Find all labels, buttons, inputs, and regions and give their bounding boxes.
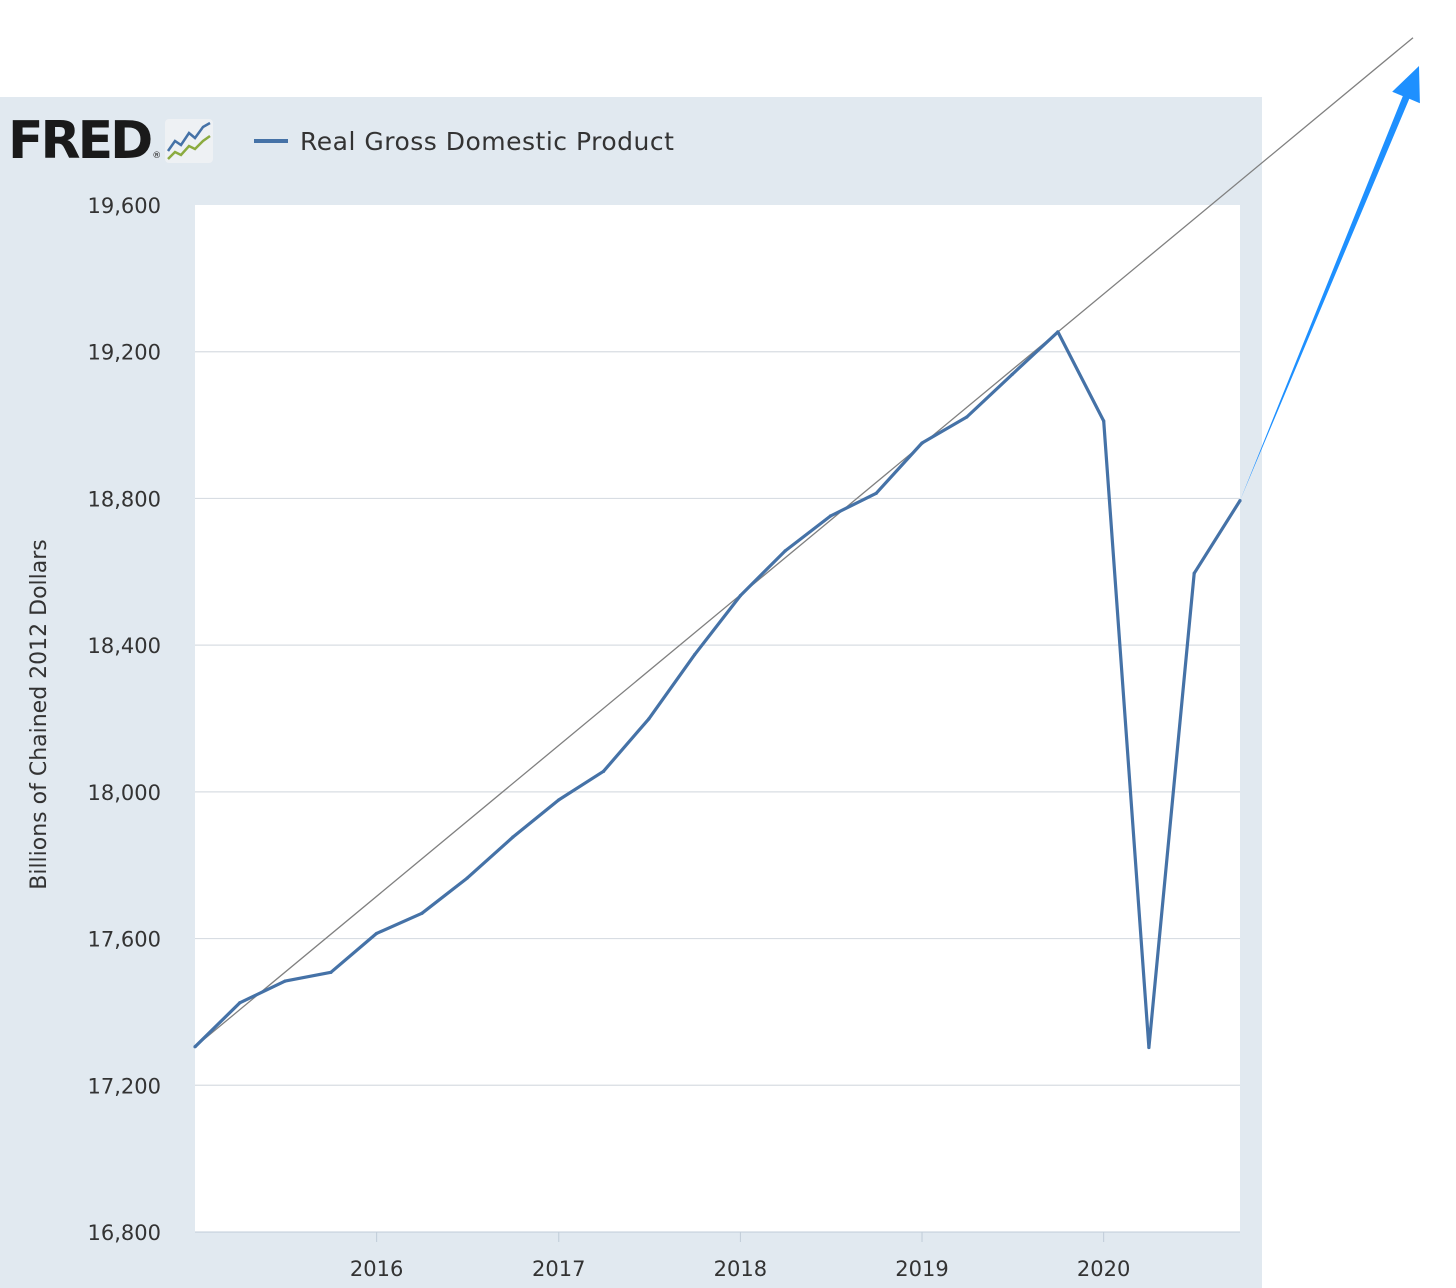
fred-logo[interactable]: FRED ® bbox=[8, 111, 214, 171]
gridlines bbox=[195, 351, 1240, 1086]
data-point bbox=[375, 931, 379, 936]
y-tick-label: 17,200 bbox=[88, 1074, 161, 1098]
data-point bbox=[1010, 372, 1014, 377]
data-point bbox=[1192, 571, 1196, 575]
series-line-real-gdp[interactable] bbox=[193, 330, 1242, 1050]
registered-mark: ® bbox=[152, 151, 162, 161]
data-point bbox=[557, 798, 561, 802]
data-point bbox=[511, 835, 515, 839]
data-point bbox=[193, 1045, 197, 1049]
y-axis-title: Billions of Chained 2012 Dollars bbox=[27, 539, 52, 890]
data-point bbox=[1056, 330, 1060, 334]
data-point bbox=[1238, 499, 1242, 503]
plot-area bbox=[195, 205, 1240, 1232]
data-point bbox=[874, 491, 878, 495]
fred-wordmark: FRED bbox=[8, 111, 153, 171]
legend-label: Real Gross Domestic Product bbox=[300, 126, 675, 156]
data-point bbox=[647, 717, 651, 721]
y-tick-label: 19,600 bbox=[88, 194, 161, 218]
x-tick-label: 2019 bbox=[895, 1257, 948, 1281]
data-point bbox=[783, 549, 787, 553]
y-tick-label: 19,200 bbox=[88, 341, 161, 365]
y-axis-ticks: 16,800 17,200 17,600 18,000 18,400 18,800 19,2… bbox=[88, 194, 161, 1245]
x-tick-label: 2018 bbox=[714, 1257, 767, 1281]
data-point bbox=[693, 653, 697, 657]
data-point bbox=[601, 769, 606, 773]
data-point bbox=[283, 979, 287, 983]
y-tick-label: 18,400 bbox=[88, 634, 161, 658]
data-point bbox=[738, 594, 742, 598]
x-tick-label: 2020 bbox=[1077, 1257, 1130, 1281]
data-point bbox=[465, 876, 469, 880]
y-tick-label: 17,600 bbox=[88, 928, 161, 952]
data-points bbox=[193, 330, 1242, 1050]
chart-legend[interactable]: Real Gross Domestic Product bbox=[254, 123, 674, 159]
legend-swatch bbox=[254, 139, 288, 143]
x-tick-label: 2016 bbox=[350, 1257, 403, 1281]
line-graph-icon bbox=[165, 119, 214, 163]
x-tick-label: 2017 bbox=[532, 1257, 585, 1281]
data-point bbox=[828, 514, 833, 518]
data-point bbox=[1147, 1045, 1151, 1050]
trend-arrow bbox=[1240, 66, 1420, 501]
data-point bbox=[920, 441, 924, 445]
data-point bbox=[1102, 419, 1106, 423]
data-point bbox=[329, 970, 333, 974]
x-axis-ticks: 2016 2017 2018 2019 2020 bbox=[350, 1232, 1130, 1281]
trend-line bbox=[194, 37, 1414, 1048]
data-point bbox=[420, 911, 424, 915]
data-point bbox=[965, 415, 969, 419]
y-tick-label: 18,000 bbox=[88, 781, 161, 805]
y-tick-label: 16,800 bbox=[88, 1221, 161, 1245]
data-point bbox=[238, 1001, 242, 1005]
y-tick-label: 18,800 bbox=[88, 487, 161, 511]
